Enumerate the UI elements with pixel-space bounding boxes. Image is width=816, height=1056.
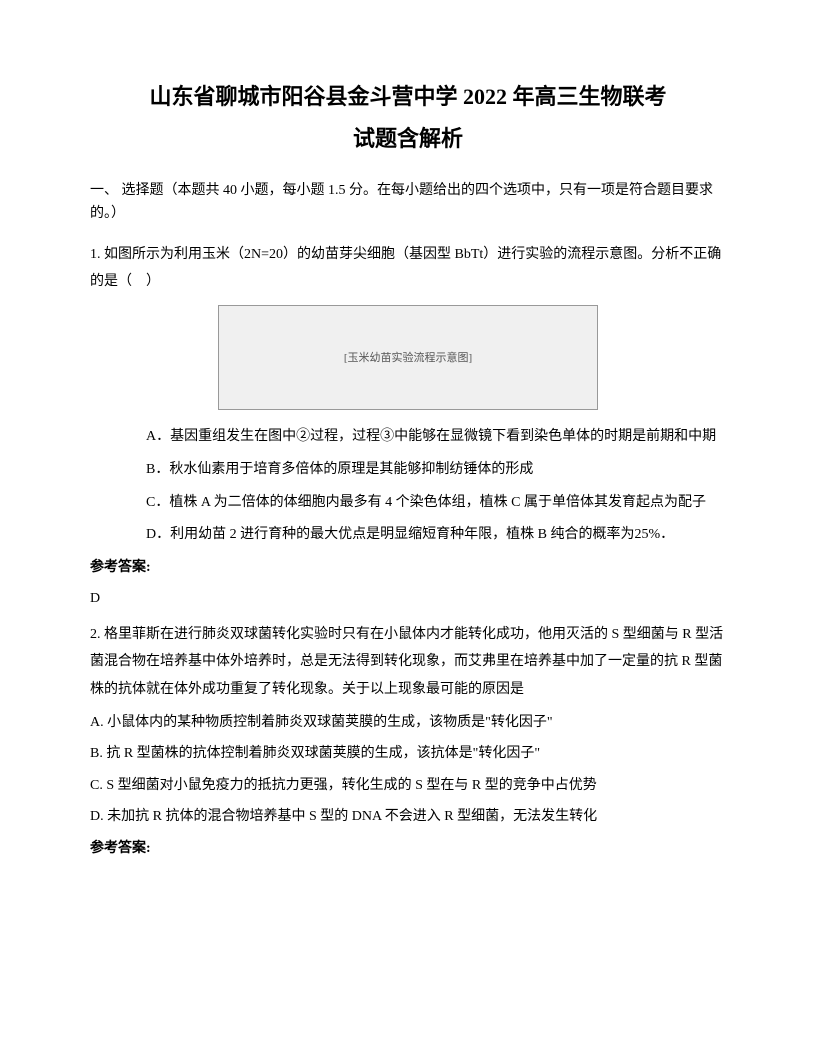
q2-option-a: A. 小鼠体内的某种物质控制着肺炎双球菌荚膜的生成，该物质是"转化因子" — [90, 709, 726, 736]
q1-answer: D — [90, 586, 726, 611]
diagram-container: [玉米幼苗实验流程示意图] — [90, 305, 726, 410]
q1-option-c-text: C．植株 A 为二倍体的体细胞内最多有 4 个染色体组，植株 C 属于单倍体其发… — [146, 495, 706, 510]
page-title-line1: 山东省聊城市阳谷县金斗营中学 2022 年高三生物联考 — [90, 80, 726, 113]
section-header: 一、 选择题（本题共 40 小题，每小题 1.5 分。在每小题给出的四个选项中，… — [90, 179, 726, 227]
q1-answer-label: 参考答案: — [90, 555, 726, 580]
q2-option-d: D. 未加抗 R 抗体的混合物培养基中 S 型的 DNA 不会进入 R 型细菌，… — [90, 803, 726, 830]
q2-intro: 2. 格里菲斯在进行肺炎双球菌转化实验时只有在小鼠体内才能转化成功，他用灭活的 … — [90, 621, 726, 703]
q1-option-a: A．基因重组发生在图中②过程，过程③中能够在显微镜下看到染色单体的时期是前期和中… — [90, 424, 726, 451]
q1-intro: 1. 如图所示为利用玉米（2N=20）的幼苗芽尖细胞（基因型 BbTt）进行实验… — [90, 242, 726, 295]
page-title-line2: 试题含解析 — [90, 119, 726, 159]
q1-option-c: C．植株 A 为二倍体的体细胞内最多有 4 个染色体组，植株 C 属于单倍体其发… — [90, 490, 726, 517]
q1-option-d: D．利用幼苗 2 进行育种的最大优点是明显缩短育种年限，植株 B 纯合的概率为2… — [90, 522, 726, 549]
q2-option-c: C. S 型细菌对小鼠免疫力的抵抗力更强，转化生成的 S 型在与 R 型的竞争中… — [90, 772, 726, 799]
q2-answer-label: 参考答案: — [90, 836, 726, 861]
q2-option-b: B. 抗 R 型菌株的抗体控制着肺炎双球菌荚膜的生成，该抗体是"转化因子" — [90, 740, 726, 767]
q1-option-b: B．秋水仙素用于培育多倍体的原理是其能够抑制纺锤体的形成 — [90, 457, 726, 484]
q1-option-d-text: D．利用幼苗 2 进行育种的最大优点是明显缩短育种年限，植株 B 纯合的概率为2… — [146, 527, 674, 542]
experiment-diagram: [玉米幼苗实验流程示意图] — [218, 305, 598, 410]
